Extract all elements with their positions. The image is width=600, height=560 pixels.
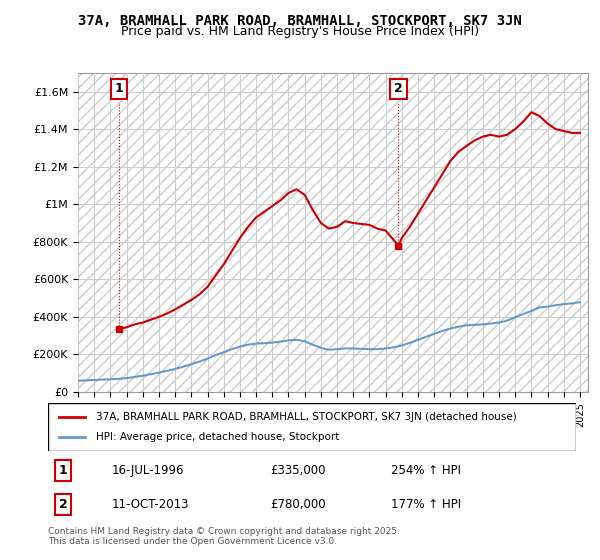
Text: 37A, BRAMHALL PARK ROAD, BRAMHALL, STOCKPORT, SK7 3JN (detached house): 37A, BRAMHALL PARK ROAD, BRAMHALL, STOCK… — [95, 412, 516, 422]
FancyBboxPatch shape — [48, 403, 576, 451]
Text: 37A, BRAMHALL PARK ROAD, BRAMHALL, STOCKPORT, SK7 3JN: 37A, BRAMHALL PARK ROAD, BRAMHALL, STOCK… — [78, 14, 522, 28]
Text: 1: 1 — [59, 464, 67, 477]
Text: 2: 2 — [394, 82, 403, 95]
Text: Contains HM Land Registry data © Crown copyright and database right 2025.
This d: Contains HM Land Registry data © Crown c… — [48, 526, 400, 546]
Text: 177% ↑ HPI: 177% ↑ HPI — [391, 498, 461, 511]
Text: 254% ↑ HPI: 254% ↑ HPI — [391, 464, 461, 477]
Text: Price paid vs. HM Land Registry's House Price Index (HPI): Price paid vs. HM Land Registry's House … — [121, 25, 479, 38]
Text: 16-JUL-1996: 16-JUL-1996 — [112, 464, 184, 477]
Text: HPI: Average price, detached house, Stockport: HPI: Average price, detached house, Stoc… — [95, 432, 339, 442]
Text: £335,000: £335,000 — [270, 464, 325, 477]
Text: 1: 1 — [115, 82, 124, 95]
Text: 2: 2 — [59, 498, 67, 511]
Text: 11-OCT-2013: 11-OCT-2013 — [112, 498, 189, 511]
Text: £780,000: £780,000 — [270, 498, 325, 511]
